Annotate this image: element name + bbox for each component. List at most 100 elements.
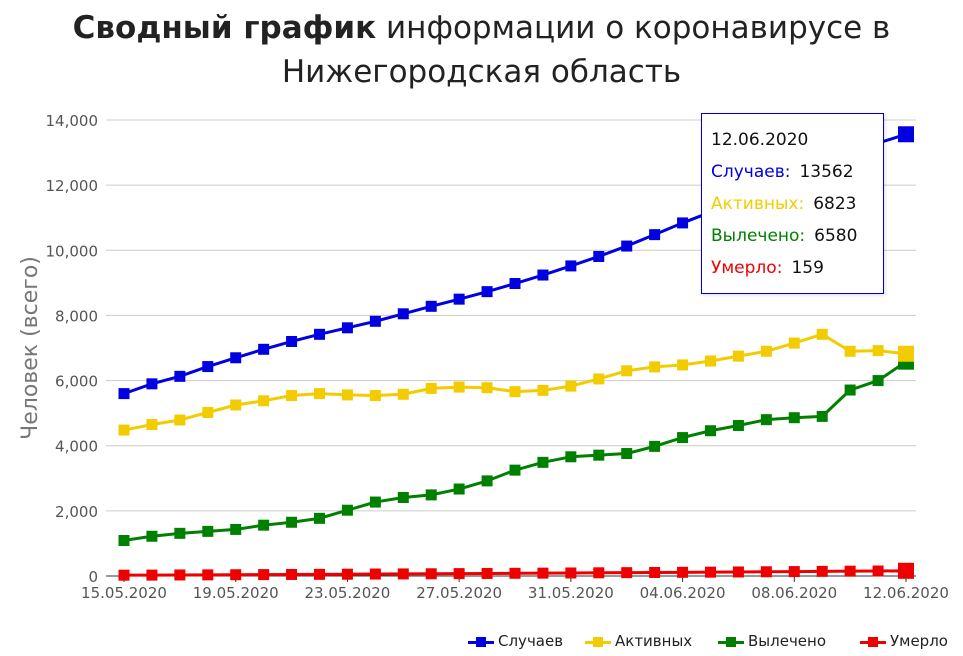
data-point[interactable] bbox=[369, 568, 381, 580]
data-point[interactable] bbox=[341, 322, 353, 334]
data-point[interactable] bbox=[118, 388, 130, 400]
data-point[interactable] bbox=[174, 414, 186, 426]
data-point[interactable] bbox=[146, 419, 158, 431]
data-point[interactable] bbox=[174, 527, 186, 539]
data-point[interactable] bbox=[565, 567, 577, 579]
data-point[interactable] bbox=[314, 568, 325, 580]
data-point[interactable] bbox=[202, 406, 214, 418]
data-point[interactable] bbox=[481, 382, 493, 394]
data-point[interactable] bbox=[258, 395, 270, 407]
data-point[interactable] bbox=[621, 365, 633, 377]
data-point[interactable] bbox=[760, 345, 772, 357]
data-point[interactable] bbox=[593, 373, 605, 385]
data-point[interactable] bbox=[174, 370, 186, 382]
data-point[interactable] bbox=[565, 451, 577, 463]
data-point[interactable] bbox=[397, 568, 409, 580]
data-point[interactable] bbox=[369, 390, 381, 402]
data-point[interactable] bbox=[565, 380, 577, 392]
data-point[interactable] bbox=[509, 278, 521, 290]
data-point[interactable] bbox=[649, 361, 661, 373]
data-point[interactable] bbox=[397, 492, 409, 504]
data-point[interactable] bbox=[872, 375, 884, 387]
data-point[interactable] bbox=[202, 525, 214, 537]
data-point[interactable] bbox=[788, 337, 800, 349]
data-point[interactable] bbox=[649, 566, 661, 578]
data-point[interactable] bbox=[314, 328, 325, 340]
data-point[interactable] bbox=[341, 389, 353, 401]
data-point[interactable] bbox=[621, 240, 633, 252]
data-point[interactable] bbox=[202, 361, 214, 373]
data-point[interactable] bbox=[118, 569, 130, 581]
data-point[interactable] bbox=[146, 569, 158, 581]
data-point[interactable] bbox=[230, 352, 242, 364]
data-point[interactable] bbox=[788, 566, 800, 578]
data-point[interactable] bbox=[872, 565, 884, 577]
data-point[interactable] bbox=[258, 343, 270, 355]
data-point[interactable] bbox=[898, 345, 914, 362]
data-point[interactable] bbox=[705, 425, 716, 437]
data-point[interactable] bbox=[537, 269, 549, 281]
data-point[interactable] bbox=[621, 448, 633, 460]
data-point[interactable] bbox=[537, 456, 549, 468]
data-point[interactable] bbox=[593, 567, 605, 579]
data-point[interactable] bbox=[481, 475, 493, 487]
data-point[interactable] bbox=[537, 384, 549, 396]
data-point[interactable] bbox=[677, 432, 689, 444]
data-point[interactable] bbox=[705, 355, 716, 367]
data-point[interactable] bbox=[593, 449, 605, 461]
data-point[interactable] bbox=[425, 568, 437, 580]
data-point[interactable] bbox=[509, 567, 521, 579]
data-point[interactable] bbox=[425, 300, 437, 312]
data-point[interactable] bbox=[286, 516, 298, 528]
data-point[interactable] bbox=[314, 512, 325, 524]
data-point[interactable] bbox=[341, 568, 353, 580]
data-point[interactable] bbox=[146, 530, 158, 542]
data-point[interactable] bbox=[872, 345, 884, 357]
data-point[interactable] bbox=[425, 382, 437, 394]
data-point[interactable] bbox=[537, 567, 549, 579]
data-point[interactable] bbox=[174, 569, 186, 581]
data-point[interactable] bbox=[788, 412, 800, 424]
data-point[interactable] bbox=[677, 217, 689, 229]
data-point[interactable] bbox=[593, 250, 605, 262]
data-point[interactable] bbox=[844, 384, 856, 396]
data-point[interactable] bbox=[732, 566, 744, 578]
data-point[interactable] bbox=[258, 569, 270, 581]
data-point[interactable] bbox=[677, 359, 689, 371]
data-point[interactable] bbox=[425, 489, 437, 501]
data-point[interactable] bbox=[258, 519, 270, 531]
data-point[interactable] bbox=[481, 286, 493, 298]
data-point[interactable] bbox=[621, 567, 633, 579]
data-point[interactable] bbox=[453, 483, 465, 495]
data-point[interactable] bbox=[816, 410, 828, 422]
data-point[interactable] bbox=[705, 566, 716, 578]
data-point[interactable] bbox=[286, 390, 298, 402]
data-point[interactable] bbox=[760, 566, 772, 578]
data-point[interactable] bbox=[760, 414, 772, 426]
data-point[interactable] bbox=[369, 315, 381, 327]
data-point[interactable] bbox=[453, 293, 465, 305]
data-point[interactable] bbox=[649, 229, 661, 241]
data-point[interactable] bbox=[286, 568, 298, 580]
data-point[interactable] bbox=[286, 335, 298, 347]
data-point[interactable] bbox=[341, 504, 353, 516]
data-point[interactable] bbox=[230, 523, 242, 535]
data-point[interactable] bbox=[844, 565, 856, 577]
data-point[interactable] bbox=[816, 328, 828, 340]
data-point[interactable] bbox=[509, 464, 521, 476]
data-point[interactable] bbox=[509, 386, 521, 398]
data-point[interactable] bbox=[118, 534, 130, 546]
data-point[interactable] bbox=[732, 420, 744, 432]
data-point[interactable] bbox=[677, 566, 689, 578]
data-point[interactable] bbox=[118, 424, 130, 436]
data-point[interactable] bbox=[565, 260, 577, 272]
data-point[interactable] bbox=[453, 381, 465, 393]
data-point[interactable] bbox=[816, 565, 828, 577]
data-point[interactable] bbox=[314, 388, 325, 400]
data-point[interactable] bbox=[898, 562, 914, 579]
data-point[interactable] bbox=[453, 568, 465, 580]
data-point[interactable] bbox=[230, 399, 242, 411]
data-point[interactable] bbox=[202, 569, 214, 581]
data-point[interactable] bbox=[898, 126, 914, 143]
data-point[interactable] bbox=[369, 496, 381, 508]
